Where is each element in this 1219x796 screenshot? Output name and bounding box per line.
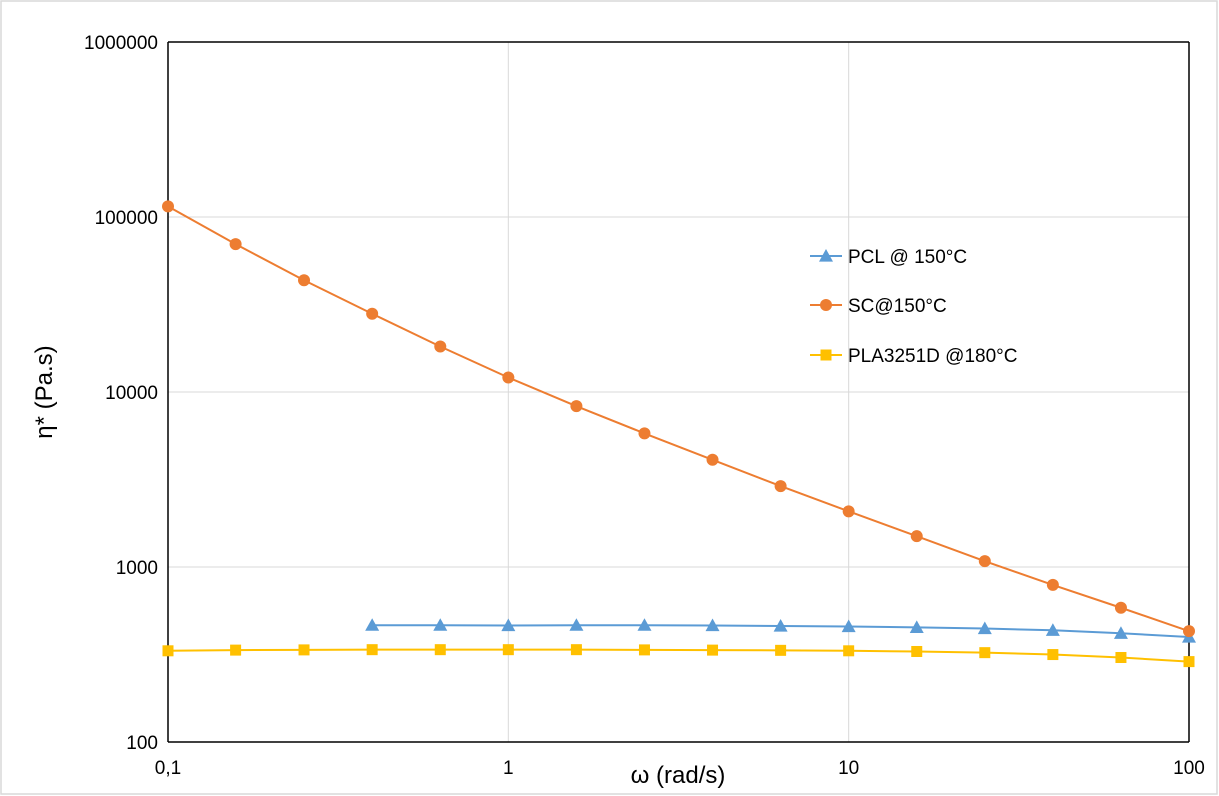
x-tick-label: 10 <box>838 758 859 779</box>
data-point <box>909 620 924 633</box>
data-point <box>162 200 174 213</box>
data-point <box>366 307 379 320</box>
data-point <box>434 644 446 656</box>
data-point <box>229 238 242 251</box>
data-point <box>502 371 515 384</box>
data-point <box>366 644 378 656</box>
data-point <box>1114 601 1127 614</box>
data-point <box>501 618 516 632</box>
data-point <box>230 644 242 656</box>
y-tick-label: 100000 <box>95 208 158 229</box>
legend-label: PLA3251D @180°C <box>848 346 1018 367</box>
legend-marker <box>820 299 832 311</box>
data-point <box>1113 626 1128 639</box>
series-square <box>162 644 1195 668</box>
data-point <box>433 618 448 631</box>
data-point <box>365 618 380 631</box>
legend-label: PCL @ 150°C <box>848 247 967 268</box>
data-series <box>162 200 1196 668</box>
legend-marker <box>820 349 832 361</box>
x-tick-label: 0,1 <box>155 758 181 779</box>
data-point <box>775 644 787 656</box>
x-tick-labels: 0,1 1 10 100 <box>155 758 1205 779</box>
series-circle <box>162 200 1195 638</box>
y-tick-label: 1000 <box>116 558 158 579</box>
legend-entry: PCL @ 150°C <box>810 247 967 268</box>
data-point <box>638 644 650 656</box>
data-point <box>773 619 788 632</box>
data-point <box>841 619 856 633</box>
data-point <box>979 647 991 659</box>
data-point <box>570 644 582 656</box>
legend-marker <box>819 249 833 262</box>
legend-entry: SC@150°C <box>810 296 947 317</box>
data-point <box>911 645 923 657</box>
data-point <box>910 530 923 543</box>
data-point <box>1045 623 1060 636</box>
legend-label: SC@150°C <box>848 296 947 317</box>
y-axis-label: η* (Pa.s) <box>31 345 58 438</box>
data-point <box>707 644 719 656</box>
legend: PCL @ 150°C SC@150°C PLA3251D @180°C <box>810 247 1018 367</box>
x-tick-label: 1 <box>503 758 514 779</box>
y-tick-labels: 100 1000 10000 100000 1000000 <box>84 33 158 754</box>
series-triangle <box>365 618 1196 643</box>
data-point <box>1183 656 1195 668</box>
data-point <box>1047 649 1059 661</box>
data-point <box>1046 578 1059 591</box>
data-point <box>1115 651 1127 663</box>
data-point <box>638 427 651 440</box>
x-axis-label: ω (rad/s) <box>631 762 726 789</box>
data-point <box>978 555 991 568</box>
y-tick-label: 10000 <box>105 383 158 404</box>
data-point <box>705 618 720 632</box>
data-point <box>502 644 514 656</box>
x-tick-label: 100 <box>1173 758 1205 779</box>
data-point <box>569 618 584 631</box>
series-line <box>167 205 1190 633</box>
data-point <box>977 621 992 635</box>
data-point <box>637 618 652 631</box>
data-point <box>434 340 447 353</box>
data-point <box>298 274 311 287</box>
legend-entry: PLA3251D @180°C <box>810 346 1018 367</box>
data-point <box>706 453 719 466</box>
y-tick-label: 100 <box>126 733 158 754</box>
data-point <box>570 400 583 413</box>
series-line <box>167 648 1190 663</box>
data-point <box>843 645 855 657</box>
y-tick-label: 1000000 <box>84 33 158 54</box>
data-point <box>774 480 787 493</box>
data-point <box>1183 625 1195 638</box>
data-point <box>298 644 310 656</box>
data-point <box>842 505 855 518</box>
data-point <box>162 645 174 657</box>
